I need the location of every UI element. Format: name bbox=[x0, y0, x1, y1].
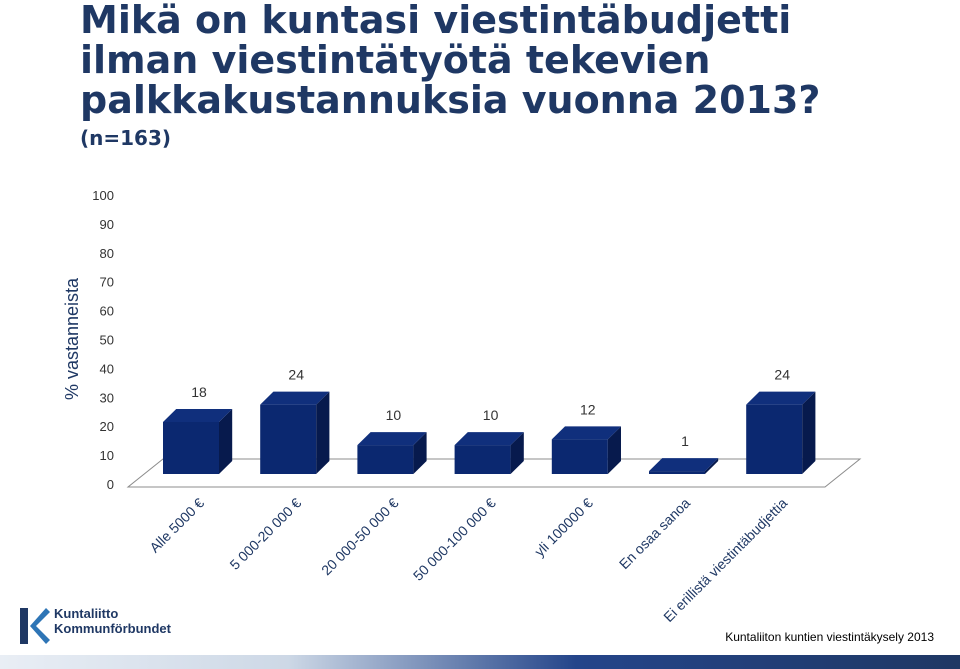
bar bbox=[260, 391, 330, 474]
bar bbox=[454, 432, 524, 474]
y-tick-label: 30 bbox=[100, 390, 114, 405]
data-label: 10 bbox=[483, 407, 499, 423]
x-tick-label: 5 000-20 000 € bbox=[226, 495, 304, 573]
bar-front bbox=[746, 404, 803, 474]
bar-top bbox=[454, 432, 524, 446]
y-tick-label: 80 bbox=[100, 246, 114, 261]
bar-side bbox=[316, 391, 330, 474]
bar-front bbox=[357, 445, 414, 474]
logo-line-2: Kommunförbundet bbox=[54, 621, 171, 636]
bar-side bbox=[510, 432, 524, 474]
chart-title: Mikä on kuntasi viestintäbudjetti ilman … bbox=[80, 0, 821, 122]
y-tick-label: 70 bbox=[100, 275, 114, 290]
bar-front bbox=[163, 421, 219, 474]
y-tick-label: 90 bbox=[100, 217, 114, 232]
data-label: 1 bbox=[681, 433, 689, 449]
y-tick-label: 100 bbox=[92, 188, 114, 203]
bar bbox=[746, 391, 816, 474]
title-block: Mikä on kuntasi viestintäbudjetti ilman … bbox=[80, 0, 940, 150]
source-note: Kuntaliiton kuntien viestintäkysely 2013 bbox=[725, 630, 934, 644]
bar-side bbox=[802, 391, 816, 474]
x-axis-ticks: Alle 5000 € 5 000-20 000 €20 000-50 000 €… bbox=[146, 495, 790, 625]
bar bbox=[357, 432, 427, 474]
data-label: 12 bbox=[580, 401, 596, 417]
y-tick-label: 20 bbox=[100, 419, 114, 434]
chart-subtitle: (n=163) bbox=[80, 126, 172, 150]
bar-top bbox=[649, 458, 719, 472]
bar-top bbox=[163, 408, 233, 422]
x-tick-label: yli 100000 € bbox=[531, 495, 596, 560]
x-tick-label: 20 000-50 000 € bbox=[318, 495, 402, 579]
y-tick-label: 50 bbox=[100, 333, 114, 348]
bars bbox=[163, 391, 816, 474]
y-tick-label: 40 bbox=[100, 361, 114, 376]
data-label: 24 bbox=[288, 367, 304, 383]
data-label: 18 bbox=[191, 384, 207, 400]
x-tick-label: Alle 5000 € bbox=[146, 495, 207, 556]
logo-line-1: Kuntaliitto bbox=[54, 606, 119, 621]
bar-side bbox=[705, 458, 719, 474]
data-label: 10 bbox=[386, 407, 402, 423]
y-tick-label: 60 bbox=[100, 304, 114, 319]
bar-front bbox=[260, 404, 317, 474]
bar-front bbox=[649, 471, 705, 474]
bar bbox=[551, 426, 621, 474]
bar-top bbox=[260, 391, 330, 405]
kuntaliitto-logo: Kuntaliitto Kommunförbundet bbox=[16, 606, 186, 650]
data-label: 24 bbox=[774, 367, 790, 383]
data-labels: 18 24 10 10 12 1 24 bbox=[191, 367, 790, 449]
y-tick-label: 10 bbox=[100, 448, 114, 463]
bar-front bbox=[454, 445, 511, 474]
chart-floor bbox=[126, 458, 862, 488]
y-tick-label: 0 bbox=[107, 477, 114, 492]
chart-floor-outline bbox=[126, 458, 862, 488]
bar-top bbox=[746, 391, 816, 405]
bar-side bbox=[413, 432, 427, 474]
bar-side bbox=[219, 408, 233, 474]
x-tick-label: En osaa sanoa bbox=[616, 495, 694, 573]
bar-front bbox=[551, 439, 608, 474]
y-axis-ticks: 0 10 20 30 40 50 60 70 80 90 100 bbox=[92, 188, 114, 492]
bar bbox=[163, 408, 233, 474]
bar bbox=[649, 458, 719, 474]
bar-top bbox=[357, 432, 427, 446]
bar-top bbox=[551, 426, 621, 440]
y-axis-label: % vastanneista bbox=[62, 277, 82, 400]
footer-bar bbox=[0, 655, 960, 669]
bar-side bbox=[607, 426, 621, 474]
logo-icon bbox=[20, 608, 50, 644]
x-tick-label: 50 000-100 000 € bbox=[410, 495, 499, 584]
